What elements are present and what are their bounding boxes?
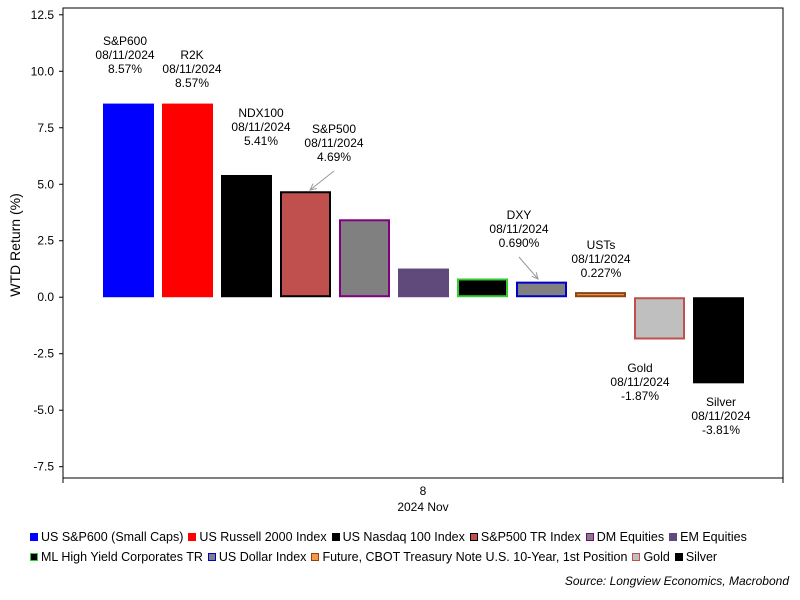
bar-5 [339,219,390,298]
legend-row-1: US S&P600 (Small Caps) US Russell 2000 In… [30,527,790,547]
y-tick-label: 0.0 [37,290,54,304]
bar-4 [280,191,331,298]
y-tick-label: -2.5 [33,347,54,361]
annotation-10: Gold 08/11/2024 -1.87% [610,361,669,403]
bar-annotations: S&P600 08/11/2024 8.57%R2K 08/11/2024 8.57%N… [95,34,750,437]
bar-2 [162,103,213,298]
plot-frame [62,7,784,479]
bar-3 [221,174,272,298]
y-tick-label: 10.0 [31,64,55,78]
legend-swatch-11 [674,553,683,561]
annotation-1: S&P600 08/11/2024 8.57% [95,34,154,76]
legend-label-2: US Russell 2000 Index [199,530,327,544]
bar-8 [516,281,567,298]
legend-item-6: EM Equities [669,527,747,547]
annotation-8: DXY 08/11/2024 0.690% [489,208,548,250]
bar-6 [398,268,449,298]
plot-border [62,7,784,479]
y-tick-label: 5.0 [37,177,54,191]
bar-11 [693,297,744,384]
legend-swatch-8 [207,553,216,561]
y-tick-label: -5.0 [33,403,54,417]
annotation-11: Silver 08/11/2024 -3.81% [691,395,750,437]
legend-item-10: Gold [632,547,670,567]
legend-row-2: ML High Yield Corporates TR US Dollar Ind… [30,547,790,567]
legend-swatch-10 [632,553,641,561]
legend-swatch-4 [469,533,478,541]
sp500-callout-arrow [309,170,335,191]
legend-label-6: EM Equities [680,530,747,544]
bars [103,103,744,384]
y-tick-label: -7.5 [33,460,54,474]
legend-label-8: US Dollar Index [218,550,307,564]
sp500-callout-arrow-head [309,183,317,191]
legend-swatch-2 [188,533,197,541]
legend-label-11: Silver [685,550,718,564]
annotation-9: USTs 08/11/2024 0.227% [571,238,630,280]
dxy-callout-arrow [518,256,539,280]
legend-item-4: S&P500 TR Index [469,527,581,547]
legend-label-4: S&P500 TR Index [480,530,581,544]
bar-1 [103,103,154,298]
legend-swatch-7 [30,553,38,561]
legend-label-10: Gold [643,550,670,564]
y-tick-label: 2.5 [37,234,54,248]
legend-swatch-6 [669,533,678,541]
y-tick-label: 12.5 [31,8,55,22]
legend-swatch-1 [30,533,38,541]
legend: US S&P600 (Small Caps) US Russell 2000 In… [30,527,790,567]
legend-item-5: DM Equities [585,527,665,547]
annotation-3: NDX100 08/11/2024 5.41% [231,106,290,148]
legend-item-11: Silver [674,547,718,567]
legend-swatch-9 [311,553,320,561]
x-axis: 8 2024 Nov [62,478,784,514]
legend-item-1: US S&P600 (Small Caps) [30,527,183,547]
bar-7 [457,278,508,298]
legend-item-7: ML High Yield Corporates TR [30,547,203,567]
legend-swatch-3 [331,533,340,541]
y-axis: -7.5 -5.0 -2.5 0.0 2.5 5.0 7.5 10.0 12.5 [31,8,63,474]
bar-9 [575,292,626,298]
legend-label-9: Future, CBOT Treasury Note U.S. 10-Year,… [322,550,628,564]
legend-label-1: US S&P600 (Small Caps) [41,530,184,544]
legend-label-3: US Nasdaq 100 Index [342,530,465,544]
x-tick-label: 8 [420,484,427,498]
legend-label-7: ML High Yield Corporates TR [41,550,203,564]
legend-item-8: US Dollar Index [207,547,307,567]
legend-swatch-5 [585,533,594,541]
annotation-2: R2K 08/11/2024 8.57% [162,48,221,90]
legend-label-5: DM Equities [596,530,665,544]
y-axis-title: WTD Return (%) [7,193,23,296]
legend-item-2: US Russell 2000 Index [188,527,327,547]
legend-item-3: US Nasdaq 100 Index [331,527,465,547]
bar-10 [634,297,685,340]
y-tick-label: 7.5 [37,121,54,135]
annotation-4: S&P500 08/11/2024 4.69% [304,122,363,164]
source-note: Source: Longview Economics, Macrobond [564,574,789,588]
dxy-callout-arrow-head [531,272,539,280]
legend-item-9: Future, CBOT Treasury Note U.S. 10-Year,… [311,547,627,567]
x-period-label: 2024 Nov [397,500,448,514]
